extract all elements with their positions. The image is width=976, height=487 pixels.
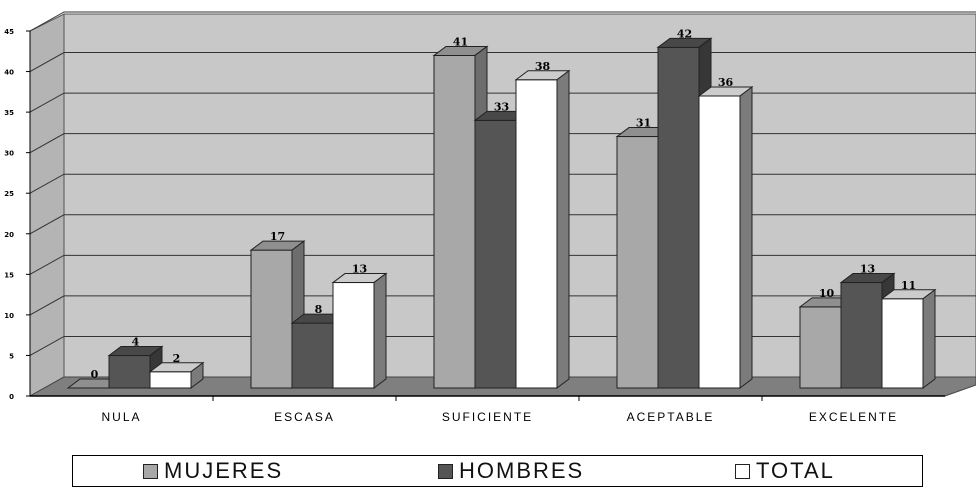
x-tick-label: EXCELENTE <box>809 410 898 424</box>
bar-value-label: 0 <box>91 368 99 381</box>
bar <box>331 272 388 389</box>
bar-side <box>190 361 204 389</box>
x-tick-label: ACEPTABLE <box>627 410 715 424</box>
bar-value-label: 2 <box>173 352 181 365</box>
bar-front <box>474 119 517 389</box>
bar-value-label: 33 <box>494 100 509 113</box>
bar-front <box>250 249 293 389</box>
bar <box>880 288 937 389</box>
y-tick-label: 5 <box>9 352 14 360</box>
legend-item-total: TOTAL <box>735 458 835 484</box>
legend-label-mujeres: MUJERES <box>164 458 284 483</box>
y-tick-label: 25 <box>4 190 14 198</box>
bar-front <box>332 282 375 389</box>
bar-front <box>698 95 741 389</box>
bar-side <box>556 69 570 389</box>
bar-value-label: 10 <box>819 287 835 300</box>
bar-front <box>799 306 842 389</box>
legend-label-hombres: HOMBRES <box>459 458 585 483</box>
bar-value-label: 31 <box>636 117 651 130</box>
bar <box>107 345 164 389</box>
bar-value-label: 13 <box>352 263 367 276</box>
legend-item-hombres: HOMBRES <box>438 458 584 484</box>
bar-front <box>149 371 192 389</box>
x-tick-label: SUFICIENTE <box>442 410 533 424</box>
bar-front <box>657 46 700 389</box>
bar <box>148 361 205 389</box>
y-tick-label: 10 <box>4 312 14 320</box>
bar-side <box>739 86 753 389</box>
bar-value-label: 4 <box>132 336 140 349</box>
bar <box>514 69 571 389</box>
legend-swatch-total <box>735 463 750 479</box>
legend-item-mujeres: MUJERES <box>143 458 283 484</box>
bar-side <box>922 288 936 389</box>
bar <box>697 86 754 389</box>
y-tick-label: 40 <box>4 69 14 77</box>
bar-value-label: 11 <box>901 279 916 292</box>
bar-front <box>108 355 151 389</box>
gridline <box>29 11 976 32</box>
y-tick-label: 15 <box>4 271 14 279</box>
bar-front <box>840 282 883 389</box>
bar-front <box>881 298 924 389</box>
chart-side-wall <box>29 13 65 397</box>
bar-front <box>616 136 659 389</box>
bar-front <box>433 54 476 389</box>
legend-label-total: TOTAL <box>756 458 835 483</box>
bar-value-label: 42 <box>677 27 692 40</box>
bar-value-label: 41 <box>453 35 468 48</box>
bar-value-label: 38 <box>535 60 551 73</box>
bar-value-label: 8 <box>315 303 323 316</box>
y-tick-label: 35 <box>4 109 14 117</box>
y-tick-label: 0 <box>9 393 14 401</box>
bar-front <box>291 322 334 389</box>
bar-side <box>373 272 387 389</box>
y-tick-label: 30 <box>4 150 14 158</box>
chart-legend: MUJERES HOMBRES TOTAL <box>72 455 923 487</box>
bar-front <box>515 79 558 389</box>
y-tick-label: 45 <box>4 28 14 36</box>
y-tick-label: 20 <box>4 231 14 239</box>
bar-value-label: 36 <box>718 76 734 89</box>
x-tick-label: NULA <box>101 410 141 424</box>
legend-swatch-hombres <box>438 463 453 479</box>
bar-value-label: 17 <box>270 230 285 243</box>
x-tick-label: ESCASA <box>274 410 335 424</box>
bar-value-label: 13 <box>860 263 875 276</box>
legend-swatch-mujeres <box>143 463 158 479</box>
